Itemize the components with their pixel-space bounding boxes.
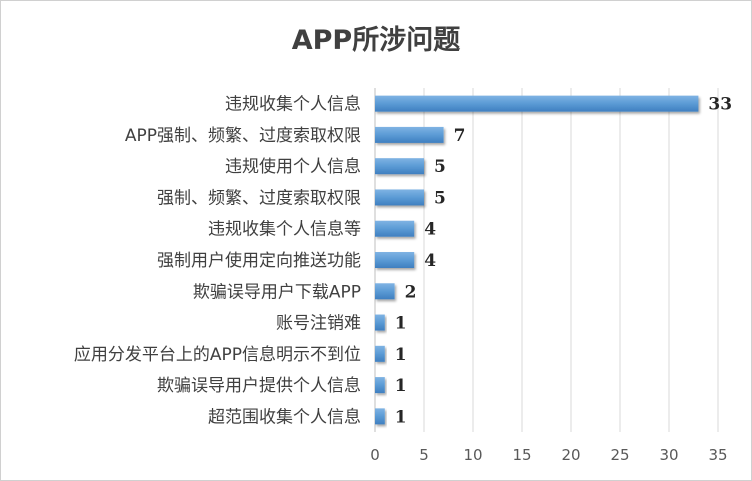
bar bbox=[375, 314, 385, 331]
category-label: APP强制、频繁、过度索取权限 bbox=[125, 126, 361, 146]
x-tick-label: 20 bbox=[561, 446, 580, 464]
bar bbox=[375, 220, 415, 237]
bar bbox=[375, 158, 424, 175]
category-label: 违规使用个人信息 bbox=[225, 156, 361, 177]
x-tick-label: 30 bbox=[659, 446, 678, 464]
x-tick-label: 10 bbox=[463, 446, 482, 464]
category-label: 应用分发平台上的APP信息明示不到位 bbox=[74, 345, 361, 365]
data-label: 33 bbox=[708, 95, 732, 115]
bars bbox=[375, 95, 699, 425]
data-label: 4 bbox=[424, 251, 436, 271]
bar bbox=[375, 252, 415, 268]
x-tick-label: 0 bbox=[370, 446, 380, 464]
chart-title: APP所涉问题 bbox=[291, 25, 461, 56]
data-label: 1 bbox=[395, 314, 407, 334]
data-label: 1 bbox=[395, 345, 407, 365]
category-label: 欺骗误导用户下载APP bbox=[193, 282, 361, 302]
data-label: 1 bbox=[395, 376, 407, 396]
gridlines bbox=[374, 88, 719, 432]
data-label: 1 bbox=[395, 407, 407, 427]
x-tick-label: 5 bbox=[419, 446, 429, 464]
bar bbox=[375, 345, 385, 362]
category-label: 违规收集个人信息等 bbox=[208, 220, 361, 240]
bar bbox=[375, 189, 424, 206]
bar bbox=[375, 377, 385, 394]
data-label: 4 bbox=[424, 220, 436, 240]
x-tick-label: 15 bbox=[512, 446, 531, 464]
data-label: 7 bbox=[454, 126, 466, 146]
bar bbox=[375, 126, 444, 143]
x-tick-label: 35 bbox=[708, 446, 727, 464]
data-label: 2 bbox=[405, 282, 417, 302]
data-label: 5 bbox=[434, 157, 446, 177]
category-label: 账号注销难 bbox=[276, 314, 361, 334]
bar bbox=[375, 408, 385, 425]
data-label: 5 bbox=[434, 188, 446, 208]
category-label: 强制用户使用定向推送功能 bbox=[157, 250, 361, 271]
bar bbox=[375, 95, 699, 112]
x-tick-label: 25 bbox=[610, 446, 629, 464]
category-label: 超范围收集个人信息 bbox=[208, 407, 361, 427]
category-label: 强制、频繁、过度索取权限 bbox=[157, 188, 361, 208]
bar bbox=[375, 283, 395, 300]
category-label: 欺骗误导用户提供个人信息 bbox=[157, 376, 361, 396]
category-label: 违规收集个人信息 bbox=[225, 95, 361, 115]
